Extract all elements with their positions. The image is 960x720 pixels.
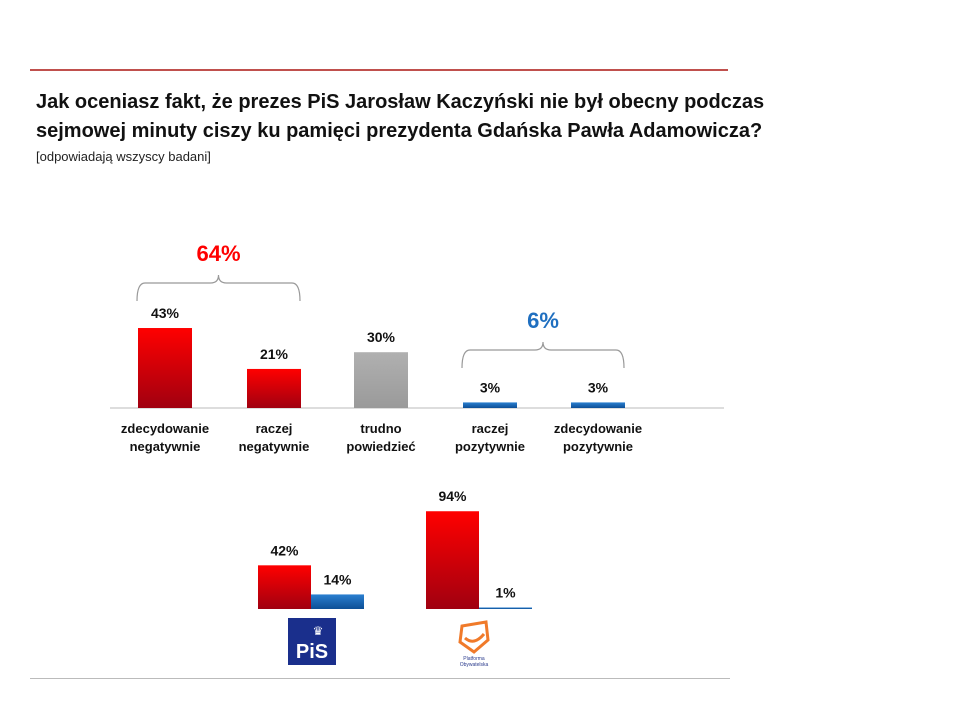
bar-2: [354, 352, 408, 408]
group-bracket: [136, 274, 301, 302]
category-label: pozytywnie: [455, 439, 525, 454]
bar-4: [571, 402, 625, 408]
data-label: 3%: [588, 379, 609, 395]
group-bracket: [461, 341, 625, 369]
group-total: 64%: [196, 241, 240, 266]
category-label: zdecydowanie: [554, 421, 642, 436]
category-label: powiedzieć: [346, 439, 415, 454]
svg-text:Platforma: Platforma: [463, 656, 485, 662]
category-label: raczej: [256, 421, 293, 436]
bar-pozytywnie-0: [311, 594, 364, 609]
data-label: 21%: [260, 346, 289, 362]
bar-negatywnie-1: [426, 511, 479, 609]
data-label: 14%: [323, 571, 352, 587]
bar-negatywnie-0: [258, 565, 311, 609]
pis-logo: PiS ♛: [288, 618, 336, 665]
group-total: 6%: [527, 308, 559, 333]
chart-subtitle: [odpowiadają wszyscy badani]: [36, 149, 211, 164]
svg-text:Obywatelska: Obywatelska: [460, 662, 489, 668]
category-label: pozytywnie: [563, 439, 633, 454]
data-label: 3%: [480, 379, 501, 395]
bar-3: [463, 402, 517, 408]
category-label: raczej: [472, 421, 509, 436]
bar-pozytywnie-1: [479, 607, 532, 609]
po-logo: Platforma Obywatelska: [458, 620, 490, 668]
chart-title: Jak oceniasz fakt, że prezes PiS Jarosła…: [36, 91, 765, 142]
data-label: 30%: [367, 329, 396, 345]
top-divider: [30, 69, 728, 71]
data-label: 94%: [438, 488, 467, 504]
bar-0: [138, 328, 192, 408]
svg-text:PiS: PiS: [296, 641, 328, 663]
category-label: negatywnie: [130, 439, 201, 454]
data-label: 42%: [270, 542, 299, 558]
data-label: 1%: [495, 585, 516, 601]
bottom-divider: [30, 678, 730, 679]
bar-1: [247, 368, 301, 408]
svg-text:♛: ♛: [313, 624, 324, 638]
category-label: zdecydowanie: [121, 421, 209, 436]
data-label: 43%: [151, 305, 180, 321]
category-label: negatywnie: [239, 439, 310, 454]
category-label: trudno: [360, 421, 401, 436]
